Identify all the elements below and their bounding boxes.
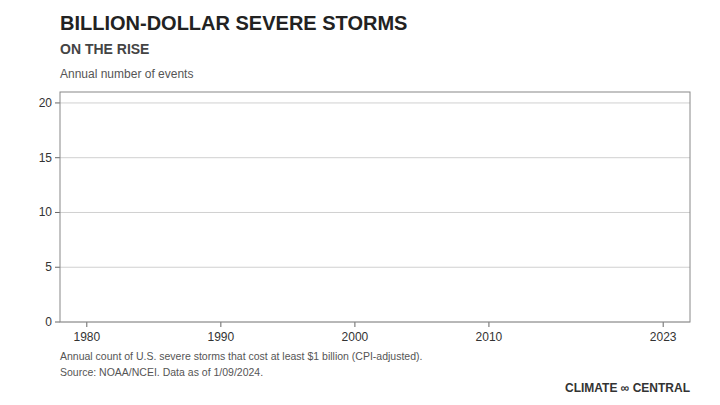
grid	[60, 103, 690, 322]
x-tick-label: 2023	[650, 330, 677, 344]
y-tick	[55, 212, 60, 213]
y-tick-label: 10	[39, 205, 53, 219]
y-tick-label: 0	[45, 315, 52, 329]
y-tick-label: 5	[45, 260, 52, 274]
grid-line	[60, 157, 690, 158]
grid-line	[60, 267, 690, 268]
chart-container: BILLION-DOLLAR SEVERE STORMS ON THE RISE A…	[0, 0, 720, 405]
subtitle: ON THE RISE	[60, 41, 149, 57]
title: BILLION-DOLLAR SEVERE STORMS	[60, 12, 407, 34]
footnote: Annual count of U.S. severe storms that …	[60, 350, 422, 362]
chart: BILLION-DOLLAR SEVERE STORMS ON THE RISE A…	[0, 0, 720, 405]
plot-frame	[60, 92, 690, 322]
x-tick	[220, 322, 221, 327]
x-tick-label: 2010	[476, 330, 503, 344]
x-tick	[663, 322, 664, 327]
y-tick	[55, 102, 60, 103]
y-tick	[55, 267, 60, 268]
x-tick-label: 1990	[207, 330, 234, 344]
y-axis-label: Annual number of events	[60, 67, 193, 81]
y-tick-label: 20	[39, 96, 53, 110]
footnote: Source: NOAA/NCEI. Data as of 1/09/2024.	[60, 366, 263, 378]
credit: CLIMATE ∞ CENTRAL	[565, 381, 690, 395]
y-tick	[55, 322, 60, 323]
grid-line	[60, 102, 690, 103]
x-tick-label: 1980	[73, 330, 100, 344]
x-tick-label: 2000	[342, 330, 369, 344]
x-tick	[488, 322, 489, 327]
grid-line	[60, 212, 690, 213]
y-tick-label: 15	[39, 151, 53, 165]
y-tick	[55, 157, 60, 158]
x-tick	[354, 322, 355, 327]
x-tick	[86, 322, 87, 327]
